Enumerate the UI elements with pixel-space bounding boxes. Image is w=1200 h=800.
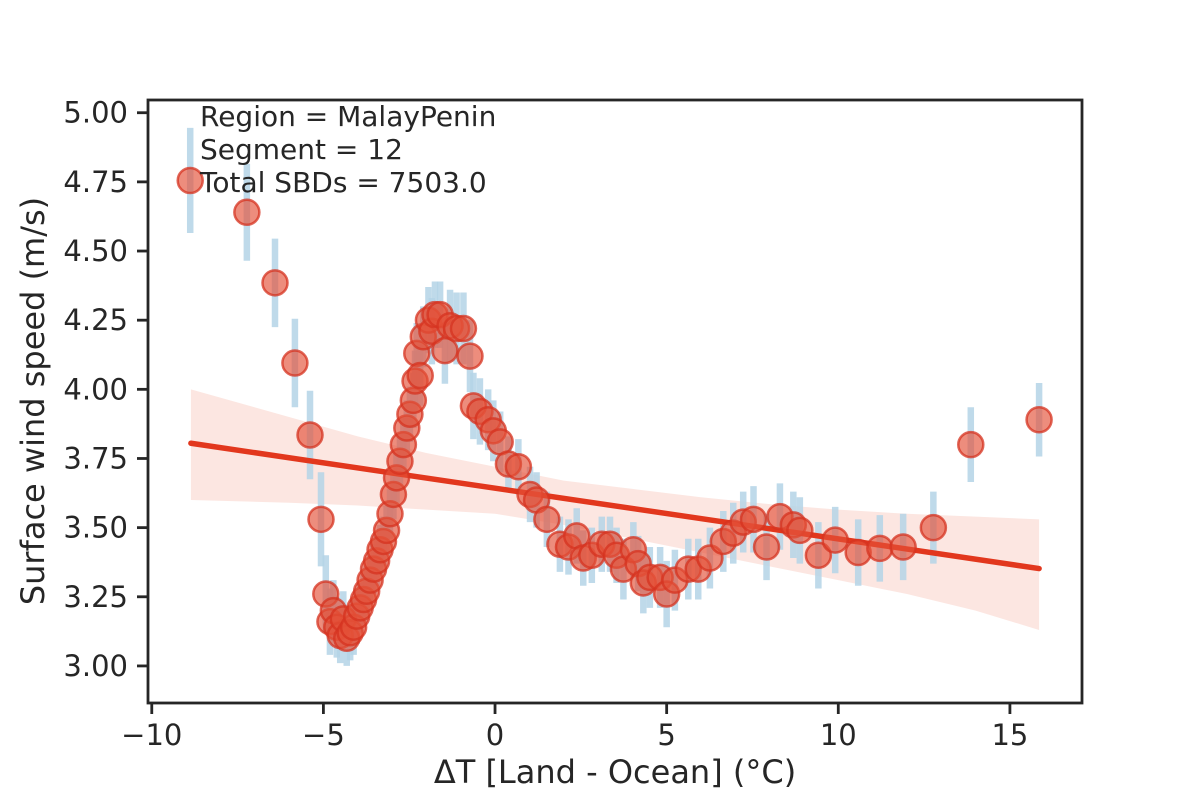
y-tick-label: 3.75 — [63, 441, 128, 475]
x-tick-label: −10 — [121, 718, 182, 752]
x-tick-label: 5 — [657, 718, 675, 752]
y-tick-label: 4.00 — [63, 372, 128, 406]
y-tick-label: 5.00 — [63, 96, 128, 130]
scatter-point — [176, 166, 204, 195]
y-tick-label: 3.25 — [63, 580, 128, 614]
x-tick-label: 15 — [991, 718, 1028, 752]
scatter-point — [786, 516, 814, 545]
y-tick-label: 4.75 — [63, 165, 128, 199]
scatter-point — [739, 505, 768, 534]
annotation-segment: Segment = 12 — [200, 133, 403, 166]
scatter-point — [281, 349, 309, 377]
scatter-point — [1025, 406, 1053, 434]
scatter-point — [804, 541, 833, 570]
scatter-point — [406, 361, 434, 390]
y-tick-label: 4.25 — [63, 303, 128, 337]
scatter-point — [456, 342, 484, 370]
annotation-region: Region = MalayPenin — [200, 100, 496, 133]
x-axis-label: ΔT [Land - Ocean] (°C) — [434, 753, 796, 791]
scatter-point — [821, 526, 849, 554]
y-axis-label: Surface wind speed (m/s) — [14, 197, 52, 605]
scatter-point — [919, 513, 948, 542]
y-tick-label: 3.50 — [63, 511, 128, 545]
x-tick-label: 0 — [486, 718, 504, 752]
x-tick-label: −5 — [302, 718, 345, 752]
scatter-point — [957, 430, 985, 459]
scatter-point — [866, 534, 894, 563]
plot-border — [146, 98, 1084, 705]
scatter-point — [233, 198, 261, 227]
scatter-point — [449, 314, 478, 343]
scatter-point — [296, 421, 324, 449]
y-tick-label: 3.00 — [63, 649, 128, 683]
axes-group: −10 −5 0 5 10 15 3.00 3.25 3.50 3.75 4.00 4.25 4.50 4… — [63, 96, 1084, 752]
scatter-point — [307, 505, 335, 534]
scatter-point — [504, 453, 533, 481]
scatter-points-group — [176, 166, 1053, 653]
scatter-point — [752, 533, 781, 561]
y-tick-label: 4.50 — [63, 234, 128, 268]
scatter-point — [261, 269, 289, 297]
annotation-total-sbds: Total SBDs = 7503.0 — [199, 166, 487, 199]
scatter-point — [889, 533, 917, 561]
x-tick-label: 10 — [820, 718, 857, 752]
scatter-point — [533, 505, 561, 534]
